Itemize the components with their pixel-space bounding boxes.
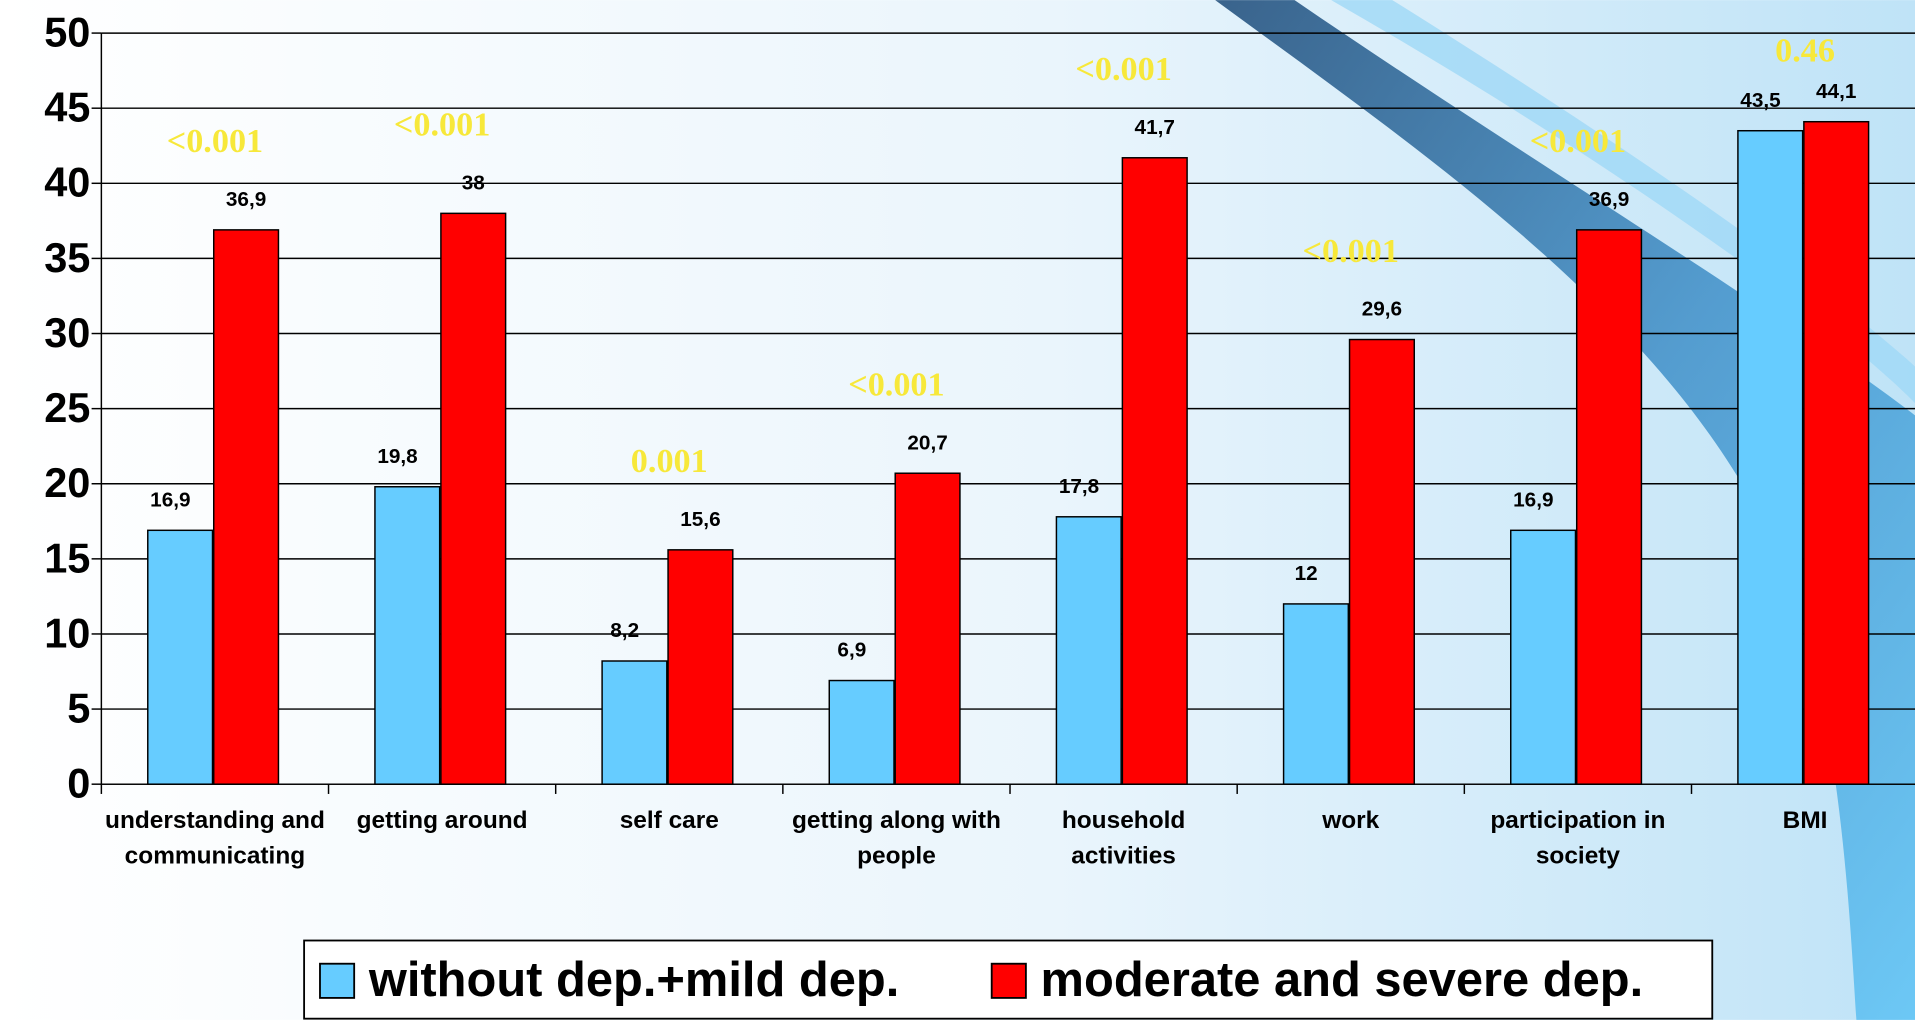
value-label: 16,9 xyxy=(150,488,190,511)
value-label: 36,9 xyxy=(226,188,266,211)
x-tick-label-box: getting around xyxy=(356,807,528,835)
y-tick-label: 45 xyxy=(44,84,90,131)
value-label: 17,8 xyxy=(1059,475,1099,498)
value-label: 20,7 xyxy=(907,431,947,454)
value-label: 6,9 xyxy=(837,639,866,662)
bar xyxy=(894,472,961,785)
p-value-annotation: 0.001 xyxy=(631,443,708,480)
x-tick-label: work xyxy=(1322,807,1380,835)
x-tick-label: self care xyxy=(619,807,719,835)
x-tick-label-box: self care xyxy=(619,807,719,835)
plot-area: 0 5 10 15 20 25 30 35 40 45 50 16,9 36,9 <0.001 unders… xyxy=(44,8,1915,870)
y-tick-label: 15 xyxy=(44,534,90,581)
bar xyxy=(1348,338,1415,785)
bar xyxy=(1803,120,1870,785)
bar xyxy=(667,549,734,785)
p-value-annotation: <0.001 xyxy=(394,107,490,144)
value-label: 8,2 xyxy=(610,619,639,642)
y-tick-label: 0 xyxy=(67,760,90,807)
legend: without dep.+mild dep. moderate and sever… xyxy=(319,953,1644,1007)
value-label: 36,9 xyxy=(1589,188,1629,211)
x-tick-label-box: understanding and communicating xyxy=(105,807,325,870)
legend-label: without dep.+mild dep. xyxy=(368,953,899,1007)
legend-label: moderate and severe dep. xyxy=(1041,953,1644,1007)
value-label: 16,9 xyxy=(1513,488,1553,511)
legend-swatch xyxy=(319,962,356,999)
y-tick-label: 20 xyxy=(44,459,90,506)
value-label: 12 xyxy=(1295,562,1318,585)
bar xyxy=(147,529,214,785)
x-tick-label: BMI xyxy=(1782,807,1828,835)
x-tick-label-box: household activities xyxy=(1061,807,1186,870)
p-value-annotation: <0.001 xyxy=(1303,233,1399,270)
value-label: 38 xyxy=(462,172,485,195)
x-tick-label-box: getting along with people xyxy=(791,807,1001,870)
bar xyxy=(828,679,895,785)
x-tick-label-box: BMI xyxy=(1782,807,1828,835)
value-label: 15,6 xyxy=(680,508,720,531)
bar xyxy=(1121,157,1188,785)
bar xyxy=(1737,129,1804,785)
y-tick-label: 10 xyxy=(44,609,90,656)
bar xyxy=(212,229,280,785)
p-value-annotation: <0.001 xyxy=(848,367,944,404)
x-tick-label-box: participation in society xyxy=(1490,807,1666,870)
x-tick-label: getting around xyxy=(356,807,528,835)
x-tick-label: household activities xyxy=(1061,807,1186,870)
p-value-annotation: <0.001 xyxy=(1530,123,1626,160)
x-tick-label: participation in society xyxy=(1490,807,1666,870)
y-tick-label: 50 xyxy=(44,8,90,55)
value-label: 19,8 xyxy=(377,445,417,468)
p-value-annotation: <0.001 xyxy=(167,123,263,160)
x-tick-label: getting along with people xyxy=(791,807,1001,870)
bar xyxy=(374,486,441,785)
bar xyxy=(601,660,668,785)
bar xyxy=(1575,229,1643,785)
p-value-annotation: <0.001 xyxy=(1075,51,1171,88)
y-tick-label: 5 xyxy=(67,684,90,731)
value-label: 43,5 xyxy=(1740,89,1780,112)
value-label: 44,1 xyxy=(1816,80,1856,103)
y-tick-label: 40 xyxy=(44,159,90,206)
x-tick-label: understanding and communicating xyxy=(105,807,325,870)
y-tick-label: 25 xyxy=(44,384,90,431)
y-tick-label: 30 xyxy=(44,309,90,356)
bar xyxy=(1055,516,1122,785)
value-label: 41,7 xyxy=(1135,116,1175,139)
p-value-annotation: 0.46 xyxy=(1775,33,1835,70)
y-tick-label: 35 xyxy=(44,234,90,281)
value-label: 29,6 xyxy=(1362,298,1402,321)
bar xyxy=(440,212,507,785)
x-tick-label-box: work xyxy=(1322,807,1380,835)
legend-swatch xyxy=(990,962,1027,999)
bar xyxy=(1510,529,1577,785)
bar xyxy=(1282,603,1350,785)
